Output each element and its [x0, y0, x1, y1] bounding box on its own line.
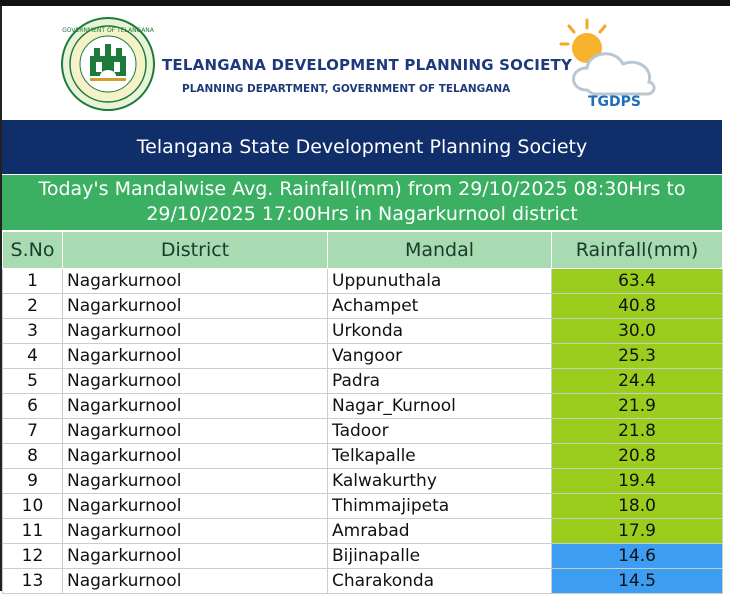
cell-sno: 1	[2, 268, 63, 294]
table-row: 12 Nagarkurnool Bijinapalle 14.6	[2, 543, 723, 569]
tgdps-logo-text: TGDPS	[588, 94, 642, 110]
cell-sno: 2	[2, 293, 63, 319]
cell-rainfall: 40.8	[551, 293, 723, 319]
cell-mandal: Kalwakurthy	[327, 468, 552, 494]
cell-mandal: Urkonda	[327, 318, 552, 344]
cell-sno: 7	[2, 418, 63, 444]
cell-sno: 4	[2, 343, 63, 369]
cell-district: Nagarkurnool	[62, 518, 328, 544]
telangana-emblem-icon: GOVERNMENT OF TELANGANA	[61, 17, 155, 111]
cell-district: Nagarkurnool	[62, 543, 328, 569]
top-border	[0, 0, 730, 6]
subtitle-line-1: Today's Mandalwise Avg. Rainfall(mm) fro…	[38, 178, 686, 200]
table-row: 6 Nagarkurnool Nagar_Kurnool 21.9	[2, 393, 723, 419]
cell-sno: 13	[2, 568, 63, 594]
cell-mandal: Tadoor	[327, 418, 552, 444]
cell-mandal: Uppunuthala	[327, 268, 552, 294]
table-row: 1 Nagarkurnool Uppunuthala 63.4	[2, 268, 723, 294]
cell-district: Nagarkurnool	[62, 418, 328, 444]
cell-rainfall: 63.4	[551, 268, 723, 294]
cell-mandal: Nagar_Kurnool	[327, 393, 552, 419]
header-sno: S.No	[2, 231, 63, 269]
svg-text:GOVERNMENT OF TELANGANA: GOVERNMENT OF TELANGANA	[62, 27, 155, 34]
cell-rainfall: 18.0	[551, 493, 723, 519]
cell-sno: 9	[2, 468, 63, 494]
cell-rainfall: 24.4	[551, 368, 723, 394]
report-subtitle: Today's Mandalwise Avg. Rainfall(mm) fro…	[2, 175, 722, 230]
cell-district: Nagarkurnool	[62, 443, 328, 469]
table-row: 3 Nagarkurnool Urkonda 30.0	[2, 318, 723, 344]
title-banner: Telangana State Development Planning Soc…	[2, 120, 722, 174]
cell-rainfall: 25.3	[551, 343, 723, 369]
cell-rainfall: 19.4	[551, 468, 723, 494]
cell-district: Nagarkurnool	[62, 293, 328, 319]
cell-rainfall: 20.8	[551, 443, 723, 469]
cell-district: Nagarkurnool	[62, 393, 328, 419]
table-row: 9 Nagarkurnool Kalwakurthy 19.4	[2, 468, 723, 494]
table-row: 8 Nagarkurnool Telkapalle 20.8	[2, 443, 723, 469]
cell-sno: 6	[2, 393, 63, 419]
cell-mandal: Padra	[327, 368, 552, 394]
cell-mandal: Amrabad	[327, 518, 552, 544]
cell-sno: 5	[2, 368, 63, 394]
cell-mandal: Achampet	[327, 293, 552, 319]
sun-cloud-logo-icon	[559, 18, 656, 96]
cell-rainfall: 21.8	[551, 418, 723, 444]
org-name: TELANGANA DEVELOPMENT PLANNING SOCIETY	[162, 56, 573, 74]
subtitle-line-2: 29/10/2025 17:00Hrs in Nagarkurnool dist…	[146, 203, 578, 225]
cell-sno: 3	[2, 318, 63, 344]
left-border	[0, 6, 2, 591]
cell-rainfall: 14.5	[551, 568, 723, 594]
header: GOVERNMENT OF TELANGANA TELANGANA DEVELO…	[2, 6, 722, 120]
cell-district: Nagarkurnool	[62, 343, 328, 369]
cell-district: Nagarkurnool	[62, 268, 328, 294]
cell-mandal: Thimmajipeta	[327, 493, 552, 519]
header-district: District	[62, 231, 328, 269]
table-row: 4 Nagarkurnool Vangoor 25.3	[2, 343, 723, 369]
cell-sno: 10	[2, 493, 63, 519]
cell-district: Nagarkurnool	[62, 318, 328, 344]
cell-sno: 8	[2, 443, 63, 469]
cell-sno: 12	[2, 543, 63, 569]
table-row: 13 Nagarkurnool Charakonda 14.5	[2, 568, 723, 594]
org-subtitle: PLANNING DEPARTMENT, GOVERNMENT OF TELAN…	[182, 83, 511, 95]
cell-mandal: Charakonda	[327, 568, 552, 594]
cell-district: Nagarkurnool	[62, 493, 328, 519]
cell-district: Nagarkurnool	[62, 468, 328, 494]
rainfall-table: S.No District Mandal Rainfall(mm) 1 Nagar…	[2, 231, 723, 594]
cell-district: Nagarkurnool	[62, 568, 328, 594]
table-row: 2 Nagarkurnool Achampet 40.8	[2, 293, 723, 319]
cell-mandal: Bijinapalle	[327, 543, 552, 569]
table-row: 7 Nagarkurnool Tadoor 21.8	[2, 418, 723, 444]
table-row: 5 Nagarkurnool Padra 24.4	[2, 368, 723, 394]
table-row: 11 Nagarkurnool Amrabad 17.9	[2, 518, 723, 544]
cell-rainfall: 14.6	[551, 543, 723, 569]
header-mandal: Mandal	[327, 231, 552, 269]
cell-district: Nagarkurnool	[62, 368, 328, 394]
cell-mandal: Telkapalle	[327, 443, 552, 469]
cell-mandal: Vangoor	[327, 343, 552, 369]
cell-sno: 11	[2, 518, 63, 544]
table-row: 10 Nagarkurnool Thimmajipeta 18.0	[2, 493, 723, 519]
table-header-row: S.No District Mandal Rainfall(mm)	[2, 231, 723, 269]
header-rainfall: Rainfall(mm)	[551, 231, 723, 269]
cell-rainfall: 21.9	[551, 393, 723, 419]
cell-rainfall: 30.0	[551, 318, 723, 344]
cell-rainfall: 17.9	[551, 518, 723, 544]
banner-title: Telangana State Development Planning Soc…	[136, 136, 588, 158]
